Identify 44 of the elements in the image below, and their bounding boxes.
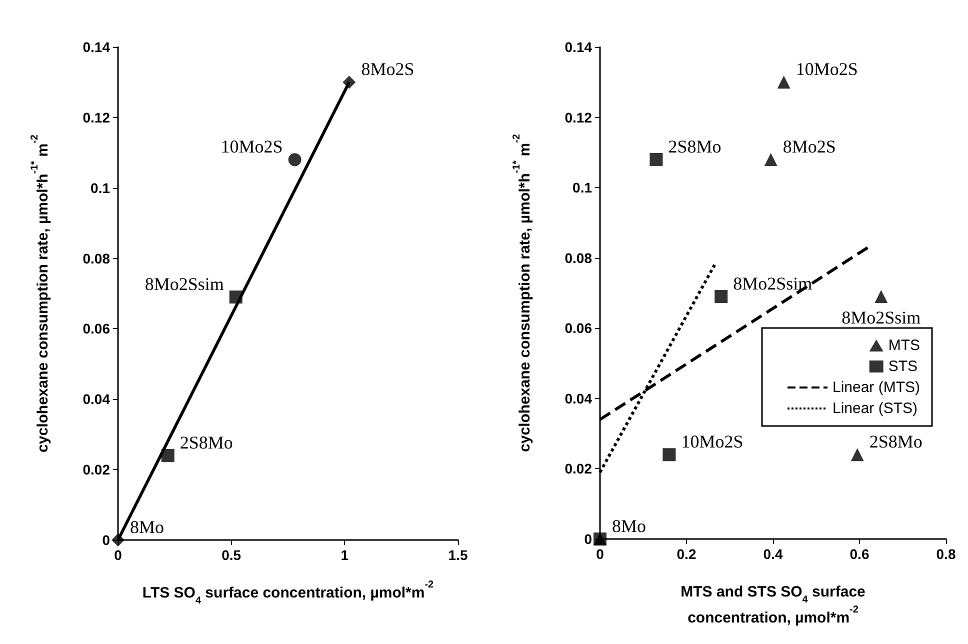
annotation: 8Mo2S <box>361 59 414 80</box>
annotation: 8Mo <box>130 517 164 537</box>
y-tick-label: 0.12 <box>82 109 110 126</box>
x-tick-label: 0.6 <box>850 546 870 562</box>
y-tick-label: 0.14 <box>82 39 110 55</box>
annotation: 10Mo2S <box>796 59 858 80</box>
annotation: 8Mo2Ssim <box>733 274 812 294</box>
annotation: 2S8Mo <box>668 136 722 156</box>
y-tick-label: 0.1 <box>572 180 592 196</box>
y-tick-label: 0.08 <box>82 250 110 266</box>
y-axis-title: cyclohexane consumption rate, µmol*h-1* m-2 <box>512 134 534 452</box>
annotation: 2S8Mo <box>869 432 922 452</box>
y-tick-label: 0.08 <box>564 250 592 266</box>
y-tick-label: 0.14 <box>564 39 592 55</box>
annotation: 8Mo2S <box>782 136 836 156</box>
x-tick-label: 0.2 <box>676 546 696 562</box>
y-tick-label: 0.02 <box>82 462 110 478</box>
y-tick-label: 0 <box>102 532 110 548</box>
legend-label: MTS <box>888 337 920 354</box>
x-tick-label: 1.5 <box>448 547 468 563</box>
y-tick-label: 0.06 <box>564 320 592 336</box>
annotation: 10Mo2S <box>220 136 283 157</box>
y-tick-label: 0.04 <box>82 391 110 408</box>
annotation: 10Mo2S <box>681 432 744 452</box>
legend-label: Linear (MTS) <box>832 379 920 396</box>
legend-label: STS <box>888 358 918 375</box>
y-tick-label: 0.02 <box>564 460 592 477</box>
x-tick-label: 0.4 <box>763 546 783 562</box>
y-tick-label: 0.12 <box>564 109 592 126</box>
annotation: 8Mo2Ssim <box>842 308 921 328</box>
annotation: 2S8Mo <box>180 432 233 452</box>
x-tick-label: 0 <box>114 547 122 563</box>
y-tick-label: 0 <box>584 531 592 547</box>
x-tick-label: 0.5 <box>222 547 242 563</box>
y-tick-label: 0.1 <box>90 180 110 196</box>
x-tick-label: 0 <box>596 546 604 562</box>
y-tick-label: 0.06 <box>82 320 110 337</box>
y-tick-label: 0.04 <box>564 390 592 406</box>
annotation: 8Mo <box>612 516 646 536</box>
x-tick-label: 0.8 <box>936 546 956 562</box>
annotation: 8Mo2Ssim <box>144 274 224 294</box>
legend-label: Linear (STS) <box>832 400 918 417</box>
y-axis-title: cyclohexane consumption rate, µmol*h-1* m-2 <box>30 134 52 452</box>
x-tick-label: 1 <box>340 547 349 563</box>
